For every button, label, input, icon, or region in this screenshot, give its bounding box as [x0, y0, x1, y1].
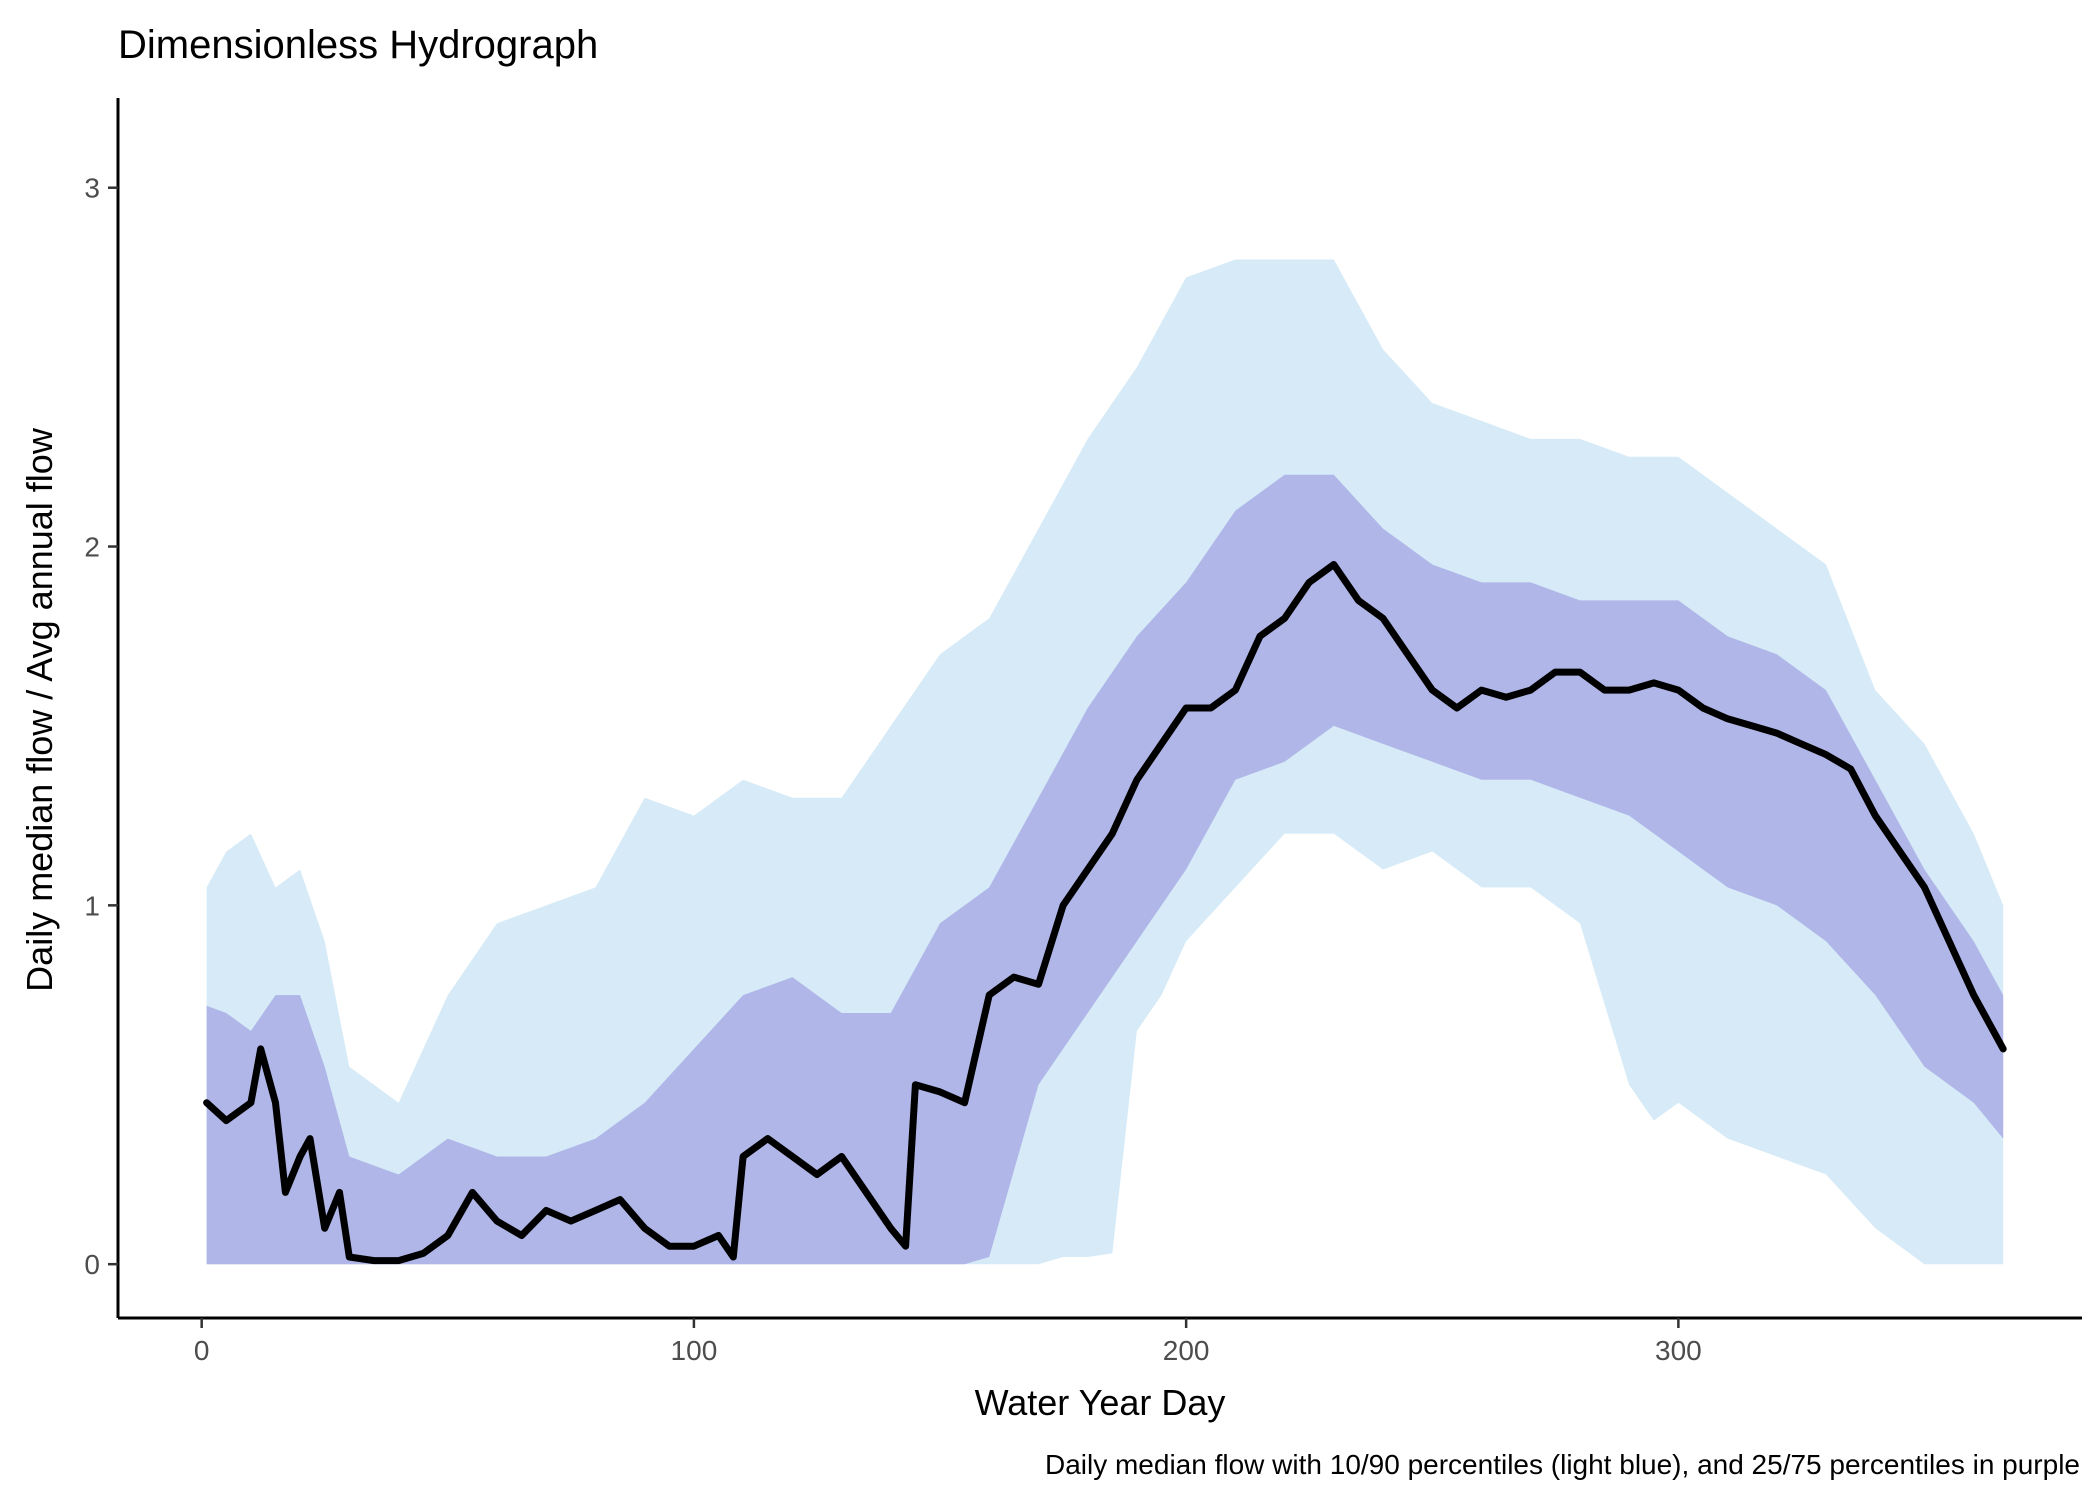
plot-panel: [203, 259, 2007, 1265]
y-axis-title: Daily median flow / Avg annual flow: [19, 427, 60, 992]
x-axis-title: Water Year Day: [975, 1382, 1226, 1423]
x-tick-label-300: 300: [1655, 1335, 1702, 1366]
y-tick-label-3: 3: [84, 173, 100, 204]
chart-caption: Daily median flow with 10/90 percentiles…: [1045, 1449, 2080, 1480]
y-tick-label-0: 0: [84, 1249, 100, 1280]
x-tick-label-0: 0: [194, 1335, 210, 1366]
median-flow-line: [203, 561, 2007, 1265]
y-tick-label-1: 1: [84, 890, 100, 921]
y-tick-label-2: 2: [84, 532, 100, 563]
axes: 0 100 200 300 0 1 2 3: [84, 98, 2082, 1366]
chart-title: Dimensionless Hydrograph: [118, 23, 598, 67]
x-tick-label-200: 200: [1163, 1335, 1210, 1366]
x-tick-label-100: 100: [671, 1335, 718, 1366]
